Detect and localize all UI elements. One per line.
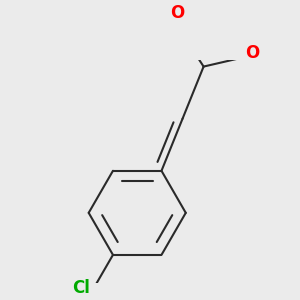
Text: O: O bbox=[170, 4, 184, 22]
Text: O: O bbox=[245, 44, 259, 62]
Text: Cl: Cl bbox=[72, 279, 90, 297]
